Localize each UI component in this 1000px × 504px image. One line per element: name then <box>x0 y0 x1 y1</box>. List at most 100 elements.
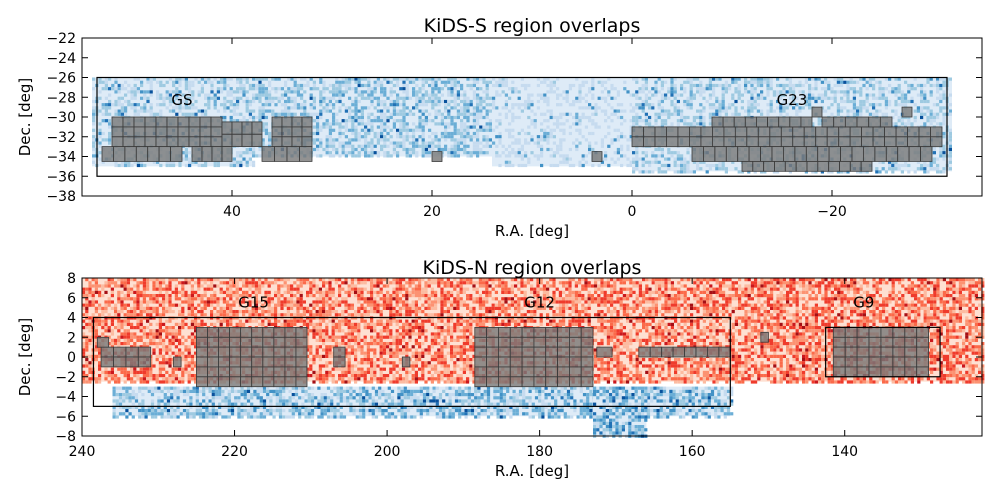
density-pixel <box>258 113 261 116</box>
density-pixel <box>677 94 680 97</box>
density-pixel <box>377 135 380 138</box>
density-pixel <box>326 145 329 148</box>
density-pixel <box>127 291 130 294</box>
density-pixel <box>498 154 501 157</box>
density-pixel <box>949 158 952 161</box>
density-pixel <box>476 97 479 100</box>
density-pixel <box>651 170 654 173</box>
density-pixel <box>482 97 485 100</box>
density-pixel <box>415 138 418 141</box>
density-pixel <box>645 119 648 122</box>
density-pixel <box>431 100 434 103</box>
density-pixel <box>923 113 926 116</box>
density-pixel <box>725 90 728 93</box>
density-pixel <box>236 164 239 167</box>
density-pixel <box>402 126 405 129</box>
density-pixel <box>853 284 856 287</box>
density-pixel <box>367 145 370 148</box>
density-pixel <box>255 87 258 90</box>
density-pixel <box>360 288 363 291</box>
density-pixel <box>933 84 936 87</box>
density-pixel <box>98 81 101 84</box>
density-pixel <box>159 97 162 100</box>
x-tick-label: −20 <box>817 204 847 220</box>
density-pixel <box>422 84 425 87</box>
density-pixel <box>722 167 725 170</box>
density-pixel <box>223 116 226 119</box>
density-pixel <box>367 119 370 122</box>
density-pixel <box>505 148 508 151</box>
density-pixel <box>332 87 335 90</box>
density-pixel <box>380 129 383 132</box>
density-pixel <box>342 145 345 148</box>
density-pixel <box>683 81 686 84</box>
density-pixel <box>370 284 373 287</box>
density-pixel <box>108 132 111 135</box>
density-pixel <box>134 94 137 97</box>
density-pixel <box>294 100 297 103</box>
density-pixel <box>645 151 648 154</box>
density-pixel <box>534 126 537 129</box>
density-pixel <box>287 106 290 109</box>
density-pixel <box>348 113 351 116</box>
density-pixel <box>194 100 197 103</box>
density-pixel <box>127 288 130 291</box>
density-pixel <box>236 113 239 116</box>
density-pixel <box>233 110 236 113</box>
density-pixel <box>460 87 463 90</box>
density-pixel <box>472 288 475 291</box>
kids-tile <box>839 127 851 137</box>
density-pixel <box>885 281 888 284</box>
density-pixel <box>389 281 392 284</box>
density-pixel <box>901 94 904 97</box>
density-pixel <box>236 288 239 291</box>
density-pixel <box>294 103 297 106</box>
density-pixel <box>927 281 930 284</box>
density-pixel <box>428 100 431 103</box>
density-pixel <box>390 135 393 138</box>
density-pixel <box>540 288 543 291</box>
density-pixel <box>438 148 441 151</box>
density-pixel <box>942 170 945 173</box>
density-pixel <box>463 122 466 125</box>
density-pixel <box>294 106 297 109</box>
density-pixel <box>92 284 95 287</box>
density-pixel <box>686 164 689 167</box>
density-pixel <box>594 103 597 106</box>
density-pixel <box>751 281 754 284</box>
density-pixel <box>421 288 424 291</box>
density-pixel <box>172 291 175 294</box>
density-pixel <box>588 90 591 93</box>
density-pixel <box>658 148 661 151</box>
y-axis-label: Dec. [deg] <box>16 78 34 157</box>
density-pixel <box>601 81 604 84</box>
density-pixel <box>409 81 412 84</box>
density-pixel <box>386 126 389 129</box>
density-pixel <box>396 129 399 132</box>
density-pixel <box>670 94 673 97</box>
density-pixel <box>338 122 341 125</box>
density-pixel <box>670 122 673 125</box>
density-pixel <box>255 94 258 97</box>
density-pixel <box>348 284 351 287</box>
density-pixel <box>345 110 348 113</box>
density-pixel <box>418 129 421 132</box>
density-pixel <box>463 148 466 151</box>
density-pixel <box>217 164 220 167</box>
density-pixel <box>917 288 920 291</box>
density-pixel <box>664 110 667 113</box>
density-pixel <box>808 281 811 284</box>
density-pixel <box>814 87 817 90</box>
density-pixel <box>860 284 863 287</box>
density-pixel <box>693 170 696 173</box>
density-pixel <box>252 151 255 154</box>
density-pixel <box>284 90 287 93</box>
density-pixel <box>463 106 466 109</box>
density-pixel <box>837 284 840 287</box>
density-pixel <box>111 84 114 87</box>
density-pixel <box>882 87 885 90</box>
density-pixel <box>166 90 169 93</box>
density-pixel <box>358 151 361 154</box>
density-pixel <box>795 110 798 113</box>
density-pixel <box>466 97 469 100</box>
